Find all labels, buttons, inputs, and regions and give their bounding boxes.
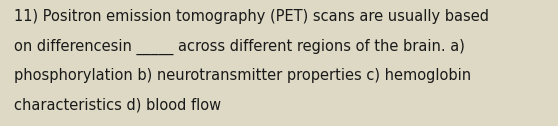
Text: on differencesin _____ across different regions of the brain. a): on differencesin _____ across different … bbox=[14, 38, 465, 55]
Text: phosphorylation b) neurotransmitter properties c) hemoglobin: phosphorylation b) neurotransmitter prop… bbox=[14, 68, 471, 83]
Text: characteristics d) blood flow: characteristics d) blood flow bbox=[14, 98, 221, 113]
Text: 11) Positron emission tomography (PET) scans are usually based: 11) Positron emission tomography (PET) s… bbox=[14, 9, 489, 24]
